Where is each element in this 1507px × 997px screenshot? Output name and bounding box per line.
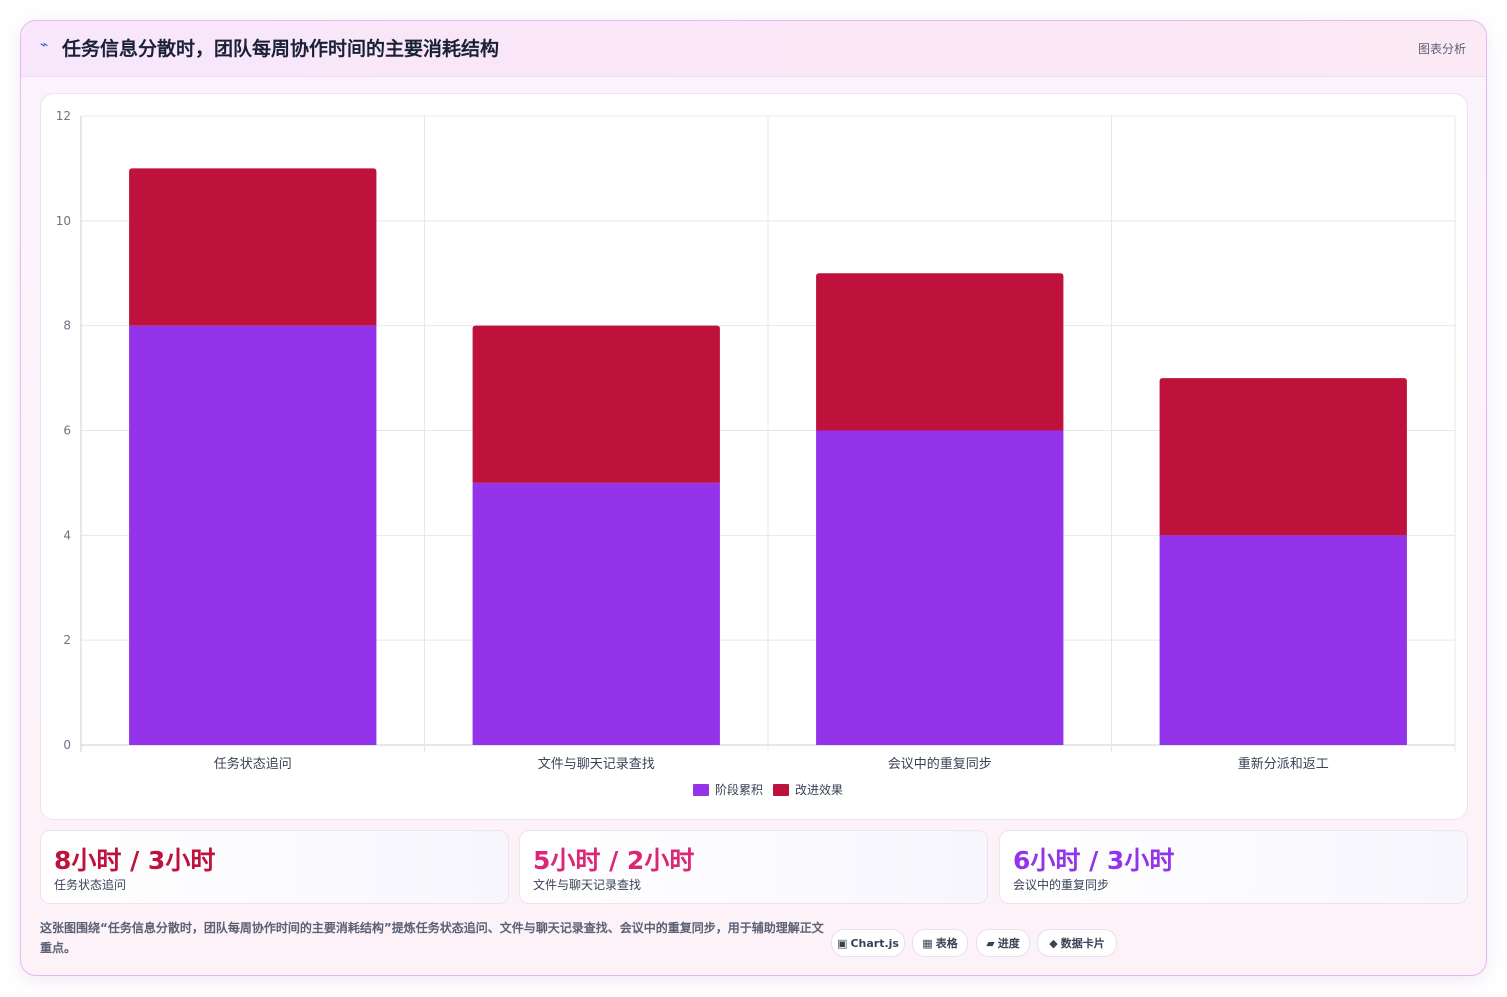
bar-segment (1159, 535, 1407, 745)
stacked-bar-chart: 0 2 4 6 8 10 12 任务状态追问 文件与聊天记录查找 会议中的重复同步 重新分派和返工阶… (56, 109, 1456, 797)
y-tick-label: 10 (56, 214, 71, 228)
chart-title: 任务信息分散时，团队每周协作时间的主要消耗结构 (62, 38, 500, 60)
chip-data-card[interactable]: ◆ 数据卡片 (1037, 929, 1117, 957)
bar-segment (472, 325, 720, 483)
y-tick-label: 12 (56, 109, 71, 123)
y-tick-label: 2 (63, 633, 71, 647)
card-icon: ◆ (1049, 936, 1058, 950)
y-tick-label: 0 (63, 738, 71, 752)
stat-card: 5小时 / 2小时 文件与聊天记录查找 (519, 830, 988, 904)
progress-icon: ▰ (986, 936, 995, 950)
legend-label: 改进效果 (795, 782, 843, 797)
stat-label: 任务状态追问 (54, 878, 127, 892)
bar-segment (472, 482, 720, 745)
stat-card: 8小时 / 3小时 任务状态追问 (40, 830, 509, 904)
stat-label: 会议中的重复同步 (1013, 878, 1110, 892)
x-tick-label: 重新分派和返工 (1238, 756, 1329, 772)
y-tick-label: 8 (63, 319, 71, 333)
chip-label: 表格 (935, 937, 958, 950)
x-tick-label: 任务状态追问 (214, 756, 292, 772)
header-tag: 图表分析 (1417, 42, 1466, 56)
table-icon: ▦ (922, 936, 933, 950)
chip-label: 数据卡片 (1060, 937, 1105, 950)
x-tick-label: 文件与聊天记录查找 (538, 757, 655, 772)
bar-segment (129, 325, 377, 745)
stat-value: 8小时 / 3小时 (54, 846, 216, 875)
stat-card: 6小时 / 3小时 会议中的重复同步 (999, 830, 1468, 904)
bar-segment (816, 273, 1064, 431)
card-header: ⌁ 任务信息分散时，团队每周协作时间的主要消耗结构 图表分析 (21, 21, 1486, 77)
stat-value: 5小时 / 2小时 (533, 846, 695, 875)
chip-table[interactable]: ▦ 表格 (912, 929, 968, 957)
bar-segment (129, 168, 377, 326)
legend-swatch (693, 784, 709, 796)
chip-label: 进度 (997, 937, 1020, 950)
bar-segment (816, 430, 1064, 745)
y-tick-label: 4 (63, 528, 71, 542)
stat-label: 文件与聊天记录查找 (533, 878, 642, 892)
y-tick-label: 6 (63, 424, 71, 438)
chip-chartjs[interactable]: ▣ Chart.js (831, 929, 905, 957)
chart-panel: 0 2 4 6 8 10 12 任务状态追问 文件与聊天记录查找 会议中的重复同步 重新分派和返工阶… (40, 93, 1468, 820)
chip-progress[interactable]: ▰ 进度 (976, 929, 1030, 957)
chart-icon: ▣ (837, 936, 848, 950)
legend-label: 阶段累积 (715, 782, 763, 797)
bar-segment (1159, 378, 1407, 536)
bolt-icon: ⌁ (40, 37, 49, 53)
chart-description: 这张图围绕“任务信息分散时，团队每周协作时间的主要消耗结构”提炼任务状态追问、文… (40, 921, 824, 955)
chart-card: ⌁ 任务信息分散时，团队每周协作时间的主要消耗结构 图表分析 0 2 4 6 8 10 12… (20, 20, 1487, 976)
chip-label: Chart.js (850, 936, 899, 950)
stat-value: 6小时 / 3小时 (1013, 846, 1175, 875)
legend-swatch (773, 784, 789, 796)
x-tick-label: 会议中的重复同步 (888, 756, 992, 772)
